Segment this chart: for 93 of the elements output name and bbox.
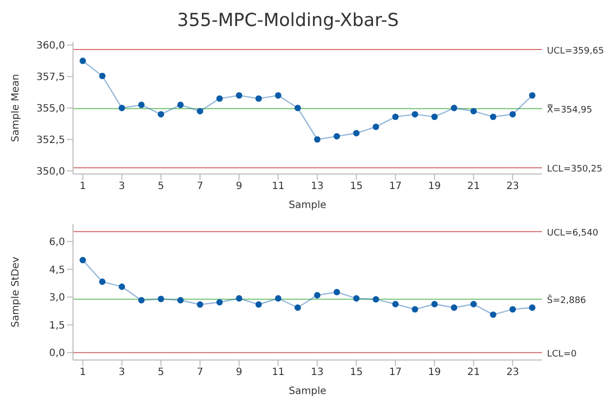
point [177, 297, 184, 304]
y-tick-label: 3,0 [49, 292, 65, 304]
x-tick-label: 15 [350, 367, 363, 378]
point [392, 114, 399, 120]
x-axis-title: Sample [288, 386, 326, 397]
point [431, 300, 438, 308]
point [450, 104, 458, 112]
point [158, 111, 164, 118]
point [99, 72, 106, 80]
y-tick-label: 1,5 [49, 320, 65, 332]
point [314, 292, 320, 298]
point [236, 295, 242, 302]
point [314, 136, 320, 143]
y-tick-label: 4,5 [49, 264, 65, 276]
point [470, 300, 477, 308]
point [138, 102, 145, 108]
point [274, 92, 282, 99]
x-tick-label: 23 [506, 367, 520, 378]
point [118, 104, 126, 112]
point [490, 311, 496, 318]
x-tick-label: 5 [158, 181, 164, 192]
point [509, 306, 516, 312]
x-tick-label: 3 [118, 367, 126, 378]
x-tick-label: 11 [272, 181, 285, 192]
y-tick-label: 357,5 [36, 72, 65, 84]
point [412, 306, 418, 312]
y-tick-label: 352,5 [36, 134, 65, 146]
point [158, 296, 164, 302]
point [509, 111, 516, 118]
point [372, 124, 380, 130]
point [274, 295, 282, 302]
point [372, 296, 380, 303]
x-axis-title: Sample [288, 200, 326, 211]
point [490, 114, 496, 120]
ref-line-label: S̄=2,886 [547, 294, 586, 306]
y-tick-label: 6,0 [49, 237, 65, 248]
x-tick-label: 11 [272, 367, 285, 378]
y-tick-label: 355,0 [36, 104, 65, 115]
point [334, 288, 340, 296]
ref-line-label: LCL=350,25 [547, 164, 602, 175]
point [470, 108, 477, 114]
x-tick-label: 15 [350, 181, 363, 192]
point [294, 304, 301, 311]
point [216, 95, 223, 102]
point [353, 295, 360, 302]
point [334, 133, 340, 140]
x-tick-label: 1 [80, 181, 86, 192]
ref-line-label: LCL=0 [547, 350, 577, 360]
point [236, 92, 242, 99]
point [255, 95, 262, 102]
point [294, 104, 301, 112]
x-tick-label: 1 [80, 367, 86, 378]
point [431, 114, 438, 120]
ref-line-label: UCL=359,65 [547, 46, 604, 57]
point [80, 256, 86, 264]
x-tick-label: 21 [467, 367, 480, 378]
point [196, 108, 204, 114]
y-tick-label: 360,0 [36, 40, 65, 52]
y-tick-label: 0,0 [49, 348, 65, 360]
x-tick-label: 19 [428, 367, 441, 378]
chart-title: 355-MPC-Molding-Xbar-S [176, 9, 400, 33]
x-tick-label: 21 [467, 181, 480, 192]
point [392, 300, 399, 308]
point [353, 130, 360, 136]
point [196, 301, 204, 308]
ref-line-label: X̿=354,95 [547, 104, 592, 116]
point [216, 299, 223, 306]
point [138, 297, 145, 304]
point [80, 58, 86, 64]
y-tick-label: 350,0 [36, 166, 65, 178]
x-tick-label: 7 [196, 181, 204, 192]
point [99, 278, 106, 285]
point [177, 102, 184, 108]
x-tick-label: 23 [506, 181, 520, 192]
x-tick-label: 17 [389, 367, 402, 378]
point [529, 304, 536, 311]
x-tick-label: 17 [389, 181, 402, 192]
ref-line-label: UCL=6,540 [547, 228, 598, 239]
point [529, 92, 536, 99]
x-tick-label: 3 [118, 181, 126, 192]
x-tick-label: 7 [196, 367, 204, 378]
x-tick-label: 5 [158, 367, 164, 378]
point [118, 284, 126, 290]
x-tick-label: 19 [428, 181, 441, 192]
x-tick-label: 13 [310, 367, 324, 378]
y-axis-title: Sample StDev [10, 256, 22, 328]
point [450, 304, 458, 311]
x-tick-label: 13 [310, 181, 324, 192]
x-tick-label: 9 [236, 181, 242, 192]
point [412, 111, 418, 118]
y-axis-title: Sample Mean [10, 74, 22, 142]
point [255, 301, 262, 308]
x-tick-label: 9 [236, 367, 242, 378]
